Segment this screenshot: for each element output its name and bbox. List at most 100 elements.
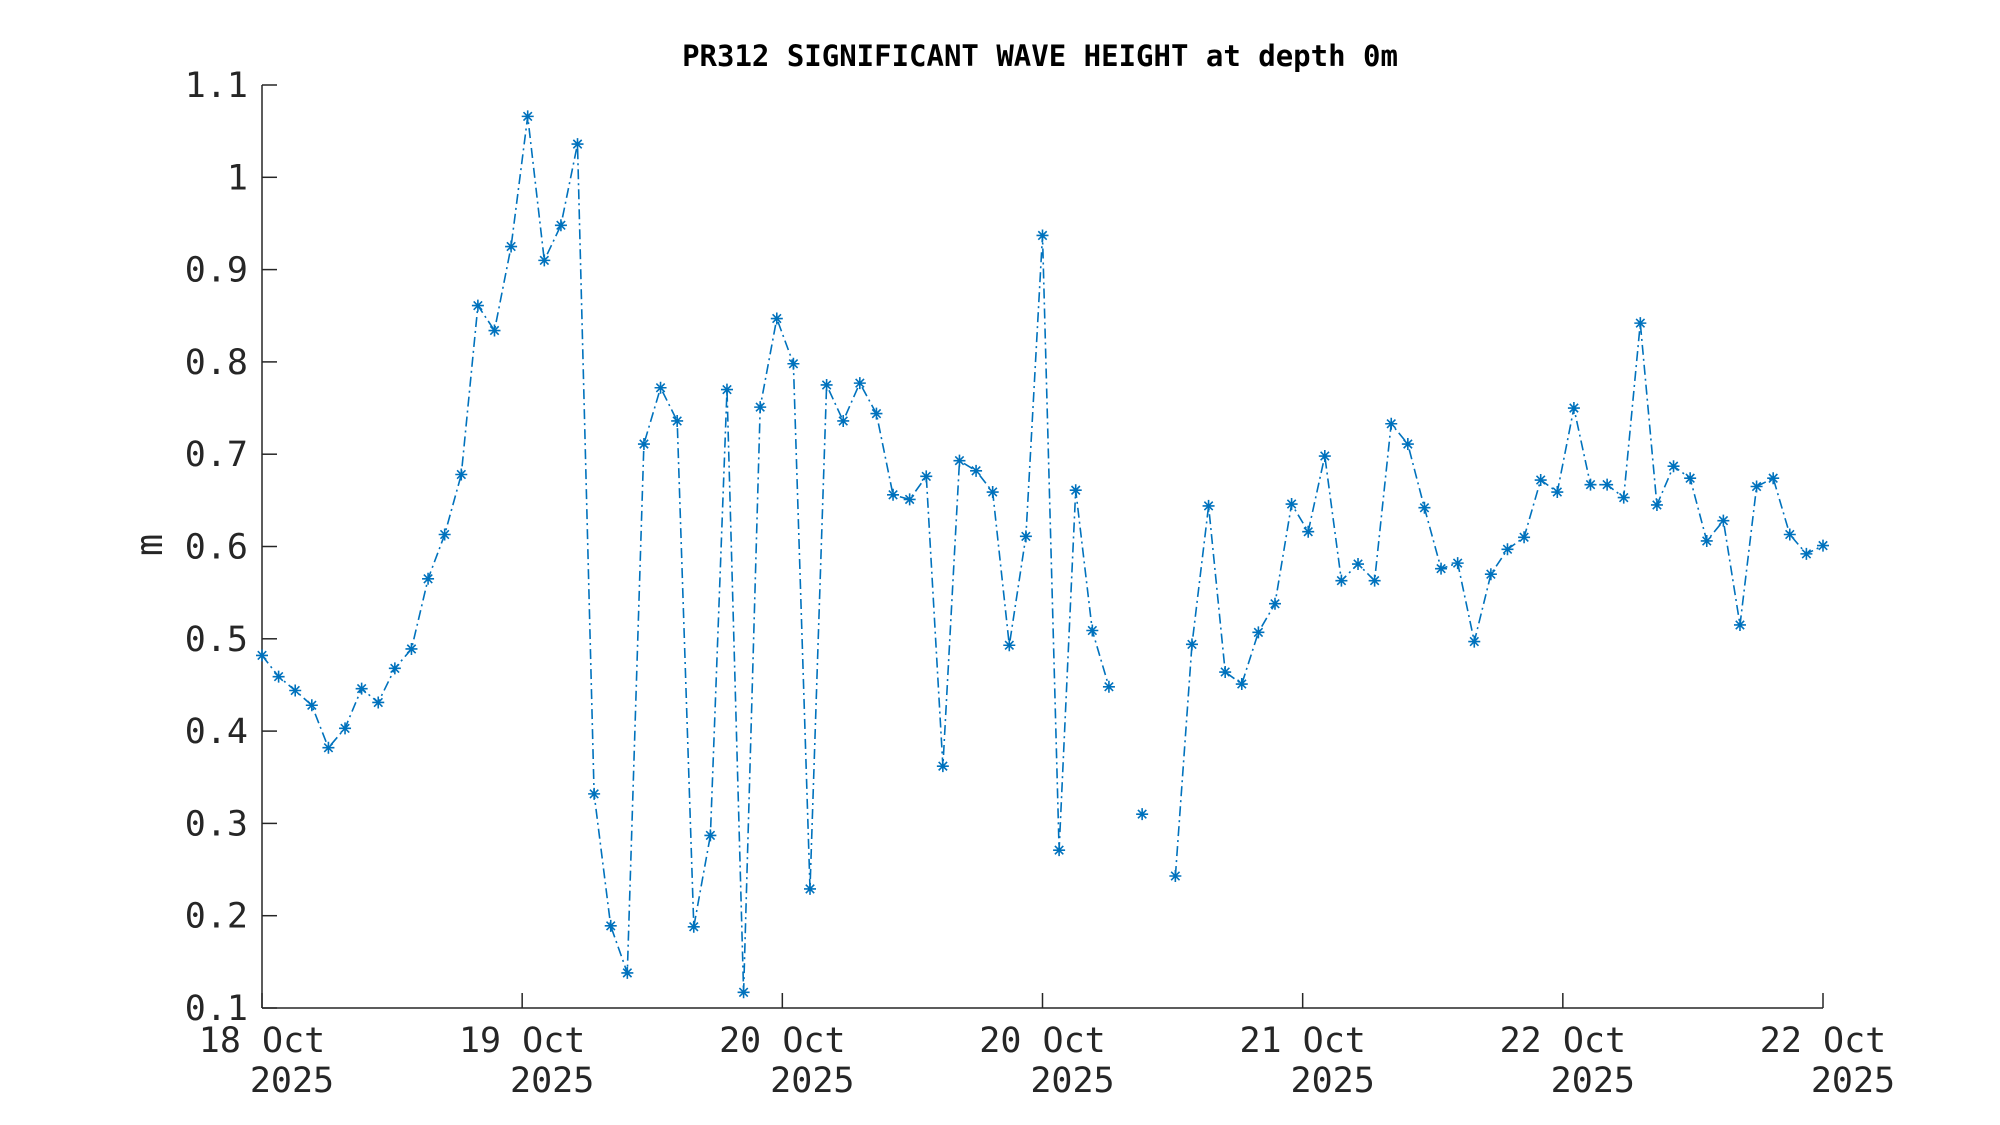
data-point bbox=[737, 986, 750, 999]
data-point bbox=[571, 138, 584, 151]
data-point bbox=[488, 324, 501, 337]
data-point bbox=[1086, 624, 1099, 637]
data-point bbox=[654, 381, 667, 394]
x-tick-label-year: 2025 bbox=[770, 1061, 854, 1101]
data-point bbox=[538, 254, 551, 267]
x-tick-label-date: 22 Oct bbox=[1500, 1021, 1626, 1061]
data-point bbox=[1451, 557, 1464, 570]
data-point bbox=[322, 741, 335, 754]
data-point bbox=[422, 572, 435, 585]
data-point bbox=[438, 528, 451, 541]
data-point bbox=[1684, 472, 1697, 485]
data-point bbox=[1567, 402, 1580, 415]
data-point bbox=[1484, 568, 1497, 581]
data-point bbox=[1601, 478, 1614, 491]
y-tick-label: 0.3 bbox=[185, 804, 248, 844]
data-point bbox=[1634, 317, 1647, 330]
x-tick-label-year: 2025 bbox=[1811, 1061, 1895, 1101]
data-point bbox=[1268, 597, 1281, 610]
data-point bbox=[1650, 498, 1663, 511]
x-tick-label-date: 21 Oct bbox=[1239, 1021, 1365, 1061]
y-tick-label: 0.2 bbox=[185, 897, 248, 937]
data-point bbox=[870, 407, 883, 420]
data-point bbox=[1518, 531, 1531, 544]
y-tick-label: 0.6 bbox=[185, 528, 248, 568]
data-point bbox=[1185, 638, 1198, 651]
data-point bbox=[256, 649, 268, 662]
data-point bbox=[1617, 491, 1630, 504]
x-tick-label-date: 19 Oct bbox=[459, 1021, 585, 1061]
data-point bbox=[372, 696, 385, 709]
y-tick-label: 0.8 bbox=[185, 343, 248, 383]
data-point bbox=[1335, 574, 1348, 587]
data-point bbox=[920, 470, 933, 483]
data-point bbox=[1468, 635, 1481, 648]
data-point bbox=[1750, 480, 1763, 493]
data-point bbox=[787, 357, 800, 370]
x-tick-label-date: 18 Oct bbox=[199, 1021, 325, 1061]
data-point bbox=[1136, 808, 1149, 821]
data-point bbox=[1717, 514, 1730, 527]
data-point bbox=[1368, 574, 1381, 587]
data-point bbox=[820, 378, 833, 391]
y-axis-label: m bbox=[128, 534, 171, 556]
data-point bbox=[1800, 547, 1813, 560]
data-point bbox=[970, 464, 983, 477]
y-tick-label: 1.1 bbox=[185, 66, 248, 106]
y-tick-label: 0.9 bbox=[185, 251, 248, 291]
data-point bbox=[1019, 530, 1032, 543]
data-point bbox=[1435, 562, 1448, 575]
x-tick-label-year: 2025 bbox=[1551, 1061, 1635, 1101]
data-point bbox=[1667, 460, 1680, 473]
data-point bbox=[1318, 450, 1331, 463]
x-tick-label-date: 20 Oct bbox=[979, 1021, 1105, 1061]
data-point bbox=[1767, 472, 1780, 485]
data-point bbox=[887, 488, 900, 501]
data-point bbox=[1069, 484, 1082, 497]
data-point bbox=[1169, 870, 1182, 883]
data-point bbox=[1584, 478, 1597, 491]
data-point bbox=[720, 383, 733, 396]
data-point bbox=[355, 682, 368, 695]
data-point bbox=[637, 438, 650, 451]
data-point bbox=[936, 760, 949, 773]
data-point bbox=[405, 642, 418, 655]
data-point bbox=[1053, 844, 1066, 857]
data-point bbox=[1385, 417, 1398, 430]
data-point bbox=[1202, 499, 1215, 512]
plot-area bbox=[256, 110, 1829, 999]
data-point bbox=[289, 684, 302, 697]
data-point bbox=[953, 454, 966, 467]
data-point bbox=[837, 414, 850, 427]
chart-title: PR312 SIGNIFICANT WAVE HEIGHT at depth 0… bbox=[682, 39, 1398, 73]
data-point bbox=[1235, 678, 1248, 691]
data-point bbox=[903, 493, 916, 506]
y-tick-label: 0.5 bbox=[185, 620, 248, 660]
y-tick-label: 0.7 bbox=[185, 435, 248, 475]
data-point bbox=[671, 414, 684, 427]
data-point bbox=[305, 699, 318, 712]
data-point bbox=[804, 882, 817, 895]
x-tick-label-year: 2025 bbox=[250, 1061, 334, 1101]
data-point bbox=[704, 829, 717, 842]
series-line bbox=[261, 116, 1824, 993]
data-point bbox=[1285, 498, 1298, 511]
data-point bbox=[1700, 534, 1713, 547]
axes: 0.10.20.30.40.50.60.70.80.911.118 Oct202… bbox=[185, 66, 1895, 1101]
data-point bbox=[1817, 539, 1829, 552]
data-point bbox=[621, 966, 634, 979]
data-point bbox=[1302, 525, 1315, 538]
x-tick-label-year: 2025 bbox=[1291, 1061, 1375, 1101]
data-point bbox=[754, 401, 767, 414]
data-point bbox=[388, 662, 401, 675]
data-point bbox=[1003, 639, 1016, 652]
data-point bbox=[471, 299, 484, 312]
y-tick-label: 1 bbox=[227, 158, 248, 198]
data-point bbox=[455, 468, 468, 481]
data-point bbox=[588, 787, 601, 800]
data-point bbox=[1036, 229, 1049, 242]
data-point bbox=[770, 312, 783, 325]
data-point bbox=[554, 219, 567, 232]
x-tick-label-year: 2025 bbox=[510, 1061, 594, 1101]
